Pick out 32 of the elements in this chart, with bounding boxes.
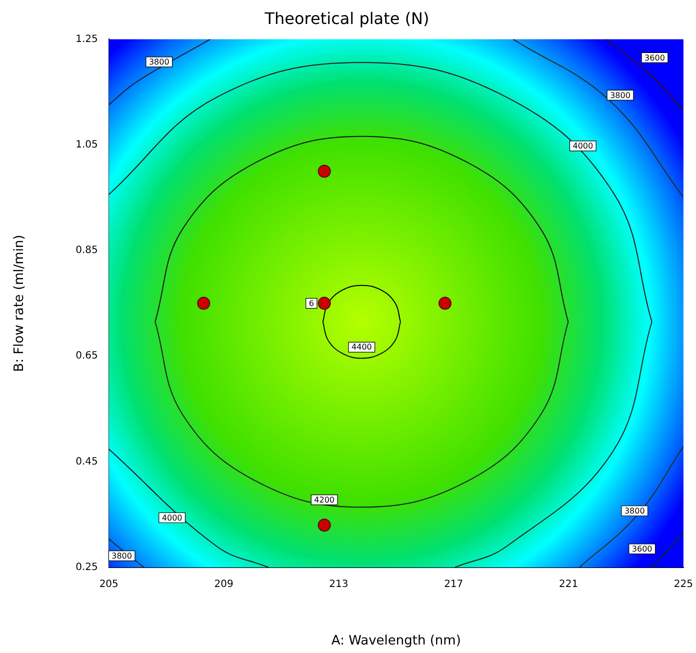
x-axis-title: A: Wavelength (nm)	[331, 634, 461, 649]
y-tick-label: 1.25	[76, 34, 98, 45]
point	[318, 296, 331, 310]
annotation: 4400	[352, 342, 372, 352]
x-tick-label: 209	[214, 578, 234, 590]
annotation: 4000	[572, 141, 594, 150]
x-tick-label: 217	[444, 578, 464, 590]
x-tick-label: 213	[329, 578, 348, 590]
y-tick-label: 1.05	[76, 139, 98, 150]
chart-title: Theoretical plate (N)	[264, 8, 430, 28]
y-tick-label: 0.65	[76, 350, 98, 362]
annotation: 3800	[610, 90, 630, 100]
point	[197, 296, 210, 310]
y-tick-label: 0.85	[76, 245, 98, 256]
y-axis-title: B: Flow rate (ml/min)	[12, 234, 28, 372]
point	[318, 518, 331, 532]
annotation: 6	[308, 298, 314, 308]
line-series	[454, 321, 652, 568]
y-tick-label: 0.25	[76, 562, 98, 573]
x-tick-label: 205	[99, 578, 118, 590]
annotation: 4200	[314, 495, 335, 504]
point	[438, 296, 452, 310]
annotation: 3800	[112, 551, 132, 560]
x-tick-label: 221	[558, 578, 578, 590]
x-tick-label: 225	[674, 578, 694, 590]
point	[318, 164, 331, 178]
annotation: 3800	[148, 57, 170, 66]
annotation: 3600	[632, 544, 652, 554]
y-tick-label: 0.45	[76, 456, 98, 468]
annotation: 3800	[624, 506, 645, 516]
annotation: 3600	[644, 53, 665, 62]
annotation: 4000	[162, 513, 182, 522]
